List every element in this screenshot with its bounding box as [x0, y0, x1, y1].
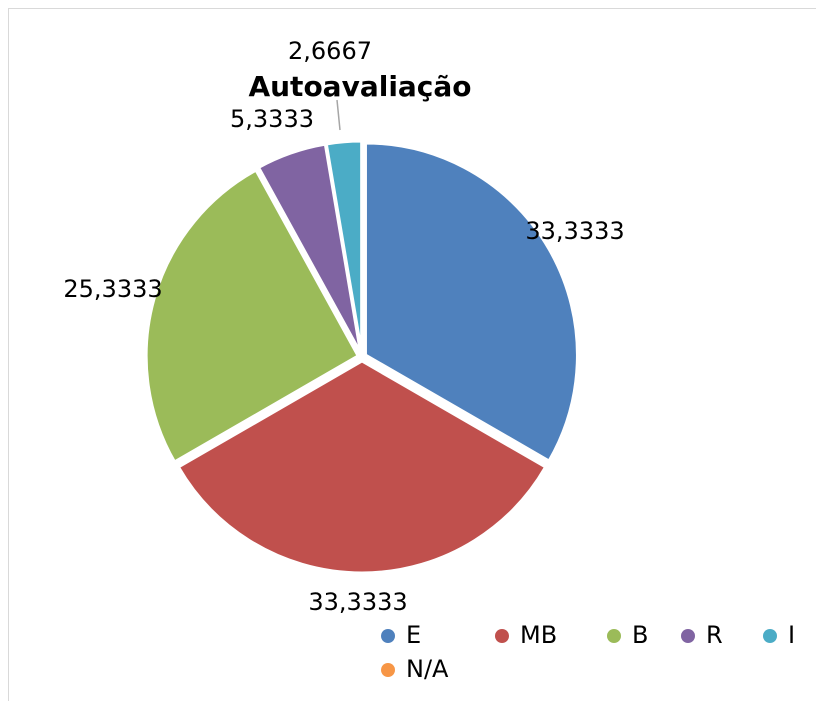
legend-marker — [381, 663, 395, 677]
pie-slice — [176, 359, 548, 575]
legend-label: B — [632, 621, 648, 649]
legend-label: R — [706, 621, 723, 649]
data-label: 33,3333 — [308, 588, 407, 616]
legend-marker — [763, 629, 777, 643]
legend-label: E — [406, 621, 421, 649]
data-label: 2,6667 — [288, 37, 372, 65]
pie-slice — [363, 141, 579, 464]
legend-label: N/A — [406, 655, 449, 683]
data-label: 5,3333 — [230, 105, 314, 133]
chart-title: Autoavaliação — [248, 70, 471, 103]
leader-line — [336, 99, 341, 131]
data-label: 25,3333 — [63, 275, 162, 303]
legend-label: I — [788, 621, 795, 649]
legend-marker — [381, 629, 395, 643]
legend-marker — [607, 629, 621, 643]
pie-slice — [144, 168, 361, 464]
pie-slice — [324, 139, 364, 354]
data-label: 33,3333 — [525, 217, 624, 245]
legend-label: MB — [520, 621, 557, 649]
legend-marker — [681, 629, 695, 643]
pie — [144, 139, 579, 575]
legend-marker — [495, 629, 509, 643]
